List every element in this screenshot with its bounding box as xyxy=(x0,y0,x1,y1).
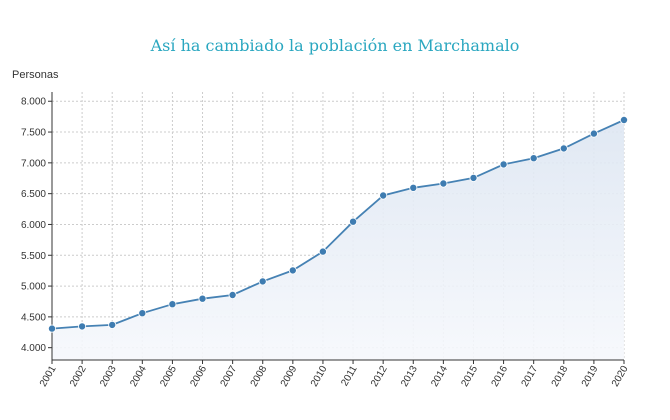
x-tick-label: 2002 xyxy=(68,364,89,389)
y-tick-label: 5.000 xyxy=(21,282,46,293)
y-tick-label: 8.000 xyxy=(21,97,46,108)
y-tick-label: 7.000 xyxy=(21,158,46,169)
data-point-2016 xyxy=(499,160,508,169)
chart-title: Así ha cambiado la población en Marchama… xyxy=(150,36,520,55)
y-tick-label: 5.500 xyxy=(21,251,46,262)
data-point-2003 xyxy=(108,320,117,329)
data-point-2019 xyxy=(589,129,598,138)
x-tick-label: 2013 xyxy=(399,364,420,389)
y-tick-label: 6.000 xyxy=(21,220,46,231)
y-tick-label: 7.500 xyxy=(21,128,46,139)
y-axis-title: Personas xyxy=(12,69,59,81)
x-tick-label: 2008 xyxy=(249,364,270,389)
data-point-2012 xyxy=(379,191,388,200)
data-point-2009 xyxy=(288,266,297,275)
data-point-2020 xyxy=(620,116,629,125)
data-point-2002 xyxy=(78,322,87,331)
data-point-2017 xyxy=(529,154,538,163)
x-tick-label: 2007 xyxy=(219,364,240,389)
x-tick-label: 2006 xyxy=(188,364,209,389)
data-point-2014 xyxy=(439,179,448,188)
x-tick-label: 2003 xyxy=(98,364,119,389)
x-tick-label: 2005 xyxy=(158,364,179,389)
data-point-2013 xyxy=(409,183,418,192)
x-tick-label: 2019 xyxy=(580,364,601,389)
x-tick-label: 2010 xyxy=(309,364,330,389)
x-tick-label: 2011 xyxy=(339,364,359,389)
population-series-line xyxy=(51,119,625,330)
data-point-2004 xyxy=(138,309,147,318)
data-points xyxy=(48,116,629,333)
data-point-2006 xyxy=(198,294,207,303)
data-point-2005 xyxy=(168,300,177,309)
data-point-2001 xyxy=(48,324,57,333)
x-tick-label: 2012 xyxy=(369,364,390,389)
data-point-2018 xyxy=(559,144,568,153)
y-axis-tick-labels: 4.000 4.500 5.000 5.500 6.000 6.500 7.000 7.500… xyxy=(21,97,46,354)
x-tick-label: 2018 xyxy=(550,364,571,389)
x-tick-label: 2017 xyxy=(520,364,541,389)
x-tick-label: 2009 xyxy=(279,364,300,389)
x-tick-label: 2016 xyxy=(490,364,511,389)
x-tick-label: 2015 xyxy=(459,364,480,389)
x-tick-label: 2004 xyxy=(128,364,149,389)
data-point-2007 xyxy=(228,290,237,299)
y-tick-label: 6.500 xyxy=(21,189,46,200)
y-tick-label: 4.500 xyxy=(21,312,46,323)
data-point-2011 xyxy=(349,217,358,226)
data-point-2008 xyxy=(258,277,267,286)
x-tick-label: 2001 xyxy=(38,364,59,389)
x-tick-label: 2020 xyxy=(610,364,631,389)
x-axis-tick-labels: 2001 2002 2003 2004 2005 2006 2007 2008 2009 2010… xyxy=(38,364,631,389)
data-point-2010 xyxy=(318,247,327,256)
data-point-2015 xyxy=(469,173,478,182)
area-fill xyxy=(52,120,624,360)
x-tick-label: 2014 xyxy=(429,364,450,389)
y-tick-label: 4.000 xyxy=(21,343,46,354)
